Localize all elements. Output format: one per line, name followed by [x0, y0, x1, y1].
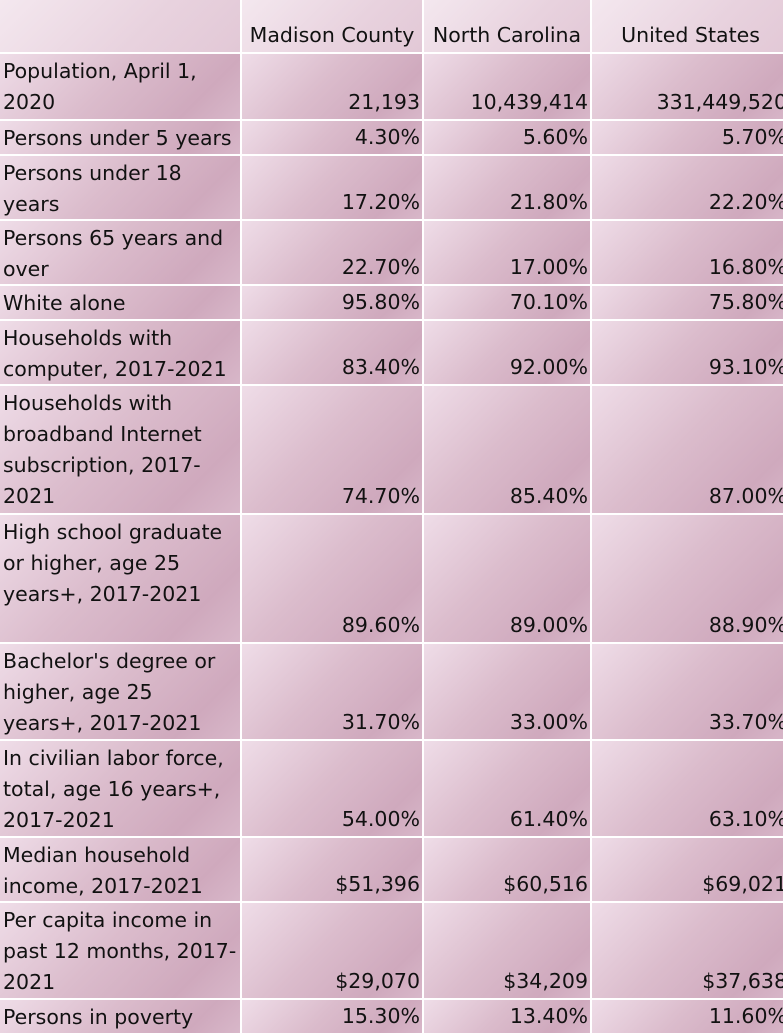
cell-value: 33.70%: [708, 710, 783, 734]
madison-county-value: 89.60%: [242, 515, 422, 642]
madison-county-value: 74.70%: [242, 386, 422, 513]
cell-value: 15.30%: [341, 1004, 420, 1028]
column-header-label: United States: [621, 23, 760, 47]
cell-value: 21,193: [348, 90, 420, 114]
united-states-value: 5.70%: [592, 121, 783, 154]
cell-value: $29,070: [335, 969, 420, 993]
north-carolina-value: 70.10%: [424, 286, 590, 319]
cell-value: 83.40%: [341, 355, 420, 379]
row-label: Bachelor's degree or higher, age 25 year…: [0, 644, 240, 739]
header-corner-cell: [0, 0, 240, 52]
cell-value: 31.70%: [341, 710, 420, 734]
column-header-label: North Carolina: [432, 23, 582, 47]
madison-county-value: 31.70%: [242, 644, 422, 739]
united-states-value: 331,449,520: [592, 54, 783, 119]
madison-county-value: 22.70%: [242, 221, 422, 284]
cell-value: 89.00%: [509, 613, 588, 637]
cell-value: $51,396: [335, 872, 420, 896]
united-states-value: 87.00%: [592, 386, 783, 513]
united-states-value: 33.70%: [592, 644, 783, 739]
north-carolina-value: 89.00%: [424, 515, 590, 642]
north-carolina-value: $34,209: [424, 903, 590, 998]
united-states-value: 93.10%: [592, 321, 783, 384]
cell-value: 16.80%: [708, 255, 783, 279]
north-carolina-value: 61.40%: [424, 741, 590, 836]
cell-value: 70.10%: [509, 290, 588, 314]
cell-value: 10,439,414: [470, 90, 588, 114]
cell-value: $34,209: [503, 969, 588, 993]
cell-value: 331,449,520: [656, 90, 783, 114]
cell-value: 5.70%: [721, 125, 783, 149]
cell-value: 75.80%: [708, 290, 783, 314]
cell-value: 95.80%: [341, 290, 420, 314]
united-states-value: 75.80%: [592, 286, 783, 319]
madison-county-value: 21,193: [242, 54, 422, 119]
cell-value: $37,638: [702, 969, 783, 993]
cell-value: 54.00%: [341, 807, 420, 831]
united-states-value: 63.10%: [592, 741, 783, 836]
madison-county-value: 95.80%: [242, 286, 422, 319]
madison-county-value: $51,396: [242, 838, 422, 901]
madison-county-value: 17.20%: [242, 156, 422, 219]
row-label: High school graduate or higher, age 25 y…: [0, 515, 240, 642]
row-label: In civilian labor force, total, age 16 y…: [0, 741, 240, 836]
cell-value: 4.30%: [354, 125, 420, 149]
row-label: Households with broadband Internet subsc…: [0, 386, 240, 513]
madison-county-value: 4.30%: [242, 121, 422, 154]
cell-value: 17.00%: [509, 255, 588, 279]
united-states-value: 16.80%: [592, 221, 783, 284]
north-carolina-value: 92.00%: [424, 321, 590, 384]
north-carolina-value: $60,516: [424, 838, 590, 901]
row-label: Persons in poverty: [0, 1000, 240, 1033]
cell-value: 63.10%: [708, 807, 783, 831]
north-carolina-value: 5.60%: [424, 121, 590, 154]
cell-value: 61.40%: [509, 807, 588, 831]
cell-value: 5.60%: [522, 125, 588, 149]
cell-value: 13.40%: [509, 1004, 588, 1028]
united-states-value: $69,021: [592, 838, 783, 901]
united-states-value: 22.20%: [592, 156, 783, 219]
cell-value: 33.00%: [509, 710, 588, 734]
cell-value: 88.90%: [708, 613, 783, 637]
column-header-label: Madison County: [249, 23, 415, 47]
cell-value: 87.00%: [708, 484, 783, 508]
cell-value: 17.20%: [341, 190, 420, 214]
united-states-value: 88.90%: [592, 515, 783, 642]
row-label: Persons under 5 years: [0, 121, 240, 154]
north-carolina-value: 85.40%: [424, 386, 590, 513]
united-states-value: 11.60%: [592, 1000, 783, 1033]
column-header-north-carolina: North Carolina: [424, 0, 590, 52]
cell-value: 93.10%: [708, 355, 783, 379]
cell-value: 21.80%: [509, 190, 588, 214]
row-label: Per capita income in past 12 months, 201…: [0, 903, 240, 998]
madison-county-value: 83.40%: [242, 321, 422, 384]
cell-value: 85.40%: [509, 484, 588, 508]
row-label: Population, April 1, 2020: [0, 54, 240, 119]
cell-value: 74.70%: [341, 484, 420, 508]
madison-county-value: 54.00%: [242, 741, 422, 836]
row-label: Households with computer, 2017-2021: [0, 321, 240, 384]
column-header-united-states: United States: [592, 0, 783, 52]
north-carolina-value: 10,439,414: [424, 54, 590, 119]
north-carolina-value: 13.40%: [424, 1000, 590, 1033]
column-header-madison-county: Madison County: [242, 0, 422, 52]
north-carolina-value: 17.00%: [424, 221, 590, 284]
cell-value: 11.60%: [708, 1004, 783, 1028]
madison-county-value: 15.30%: [242, 1000, 422, 1033]
row-label: White alone: [0, 286, 240, 319]
cell-value: 89.60%: [341, 613, 420, 637]
united-states-value: $37,638: [592, 903, 783, 998]
madison-county-value: $29,070: [242, 903, 422, 998]
cell-value: 22.70%: [341, 255, 420, 279]
cell-value: $69,021: [702, 872, 783, 896]
cell-value: 22.20%: [708, 190, 783, 214]
cell-value: $60,516: [503, 872, 588, 896]
row-label: Median household income, 2017-2021: [0, 838, 240, 901]
north-carolina-value: 21.80%: [424, 156, 590, 219]
row-label: Persons 65 years and over: [0, 221, 240, 284]
north-carolina-value: 33.00%: [424, 644, 590, 739]
row-label: Persons under 18 years: [0, 156, 240, 219]
cell-value: 92.00%: [509, 355, 588, 379]
